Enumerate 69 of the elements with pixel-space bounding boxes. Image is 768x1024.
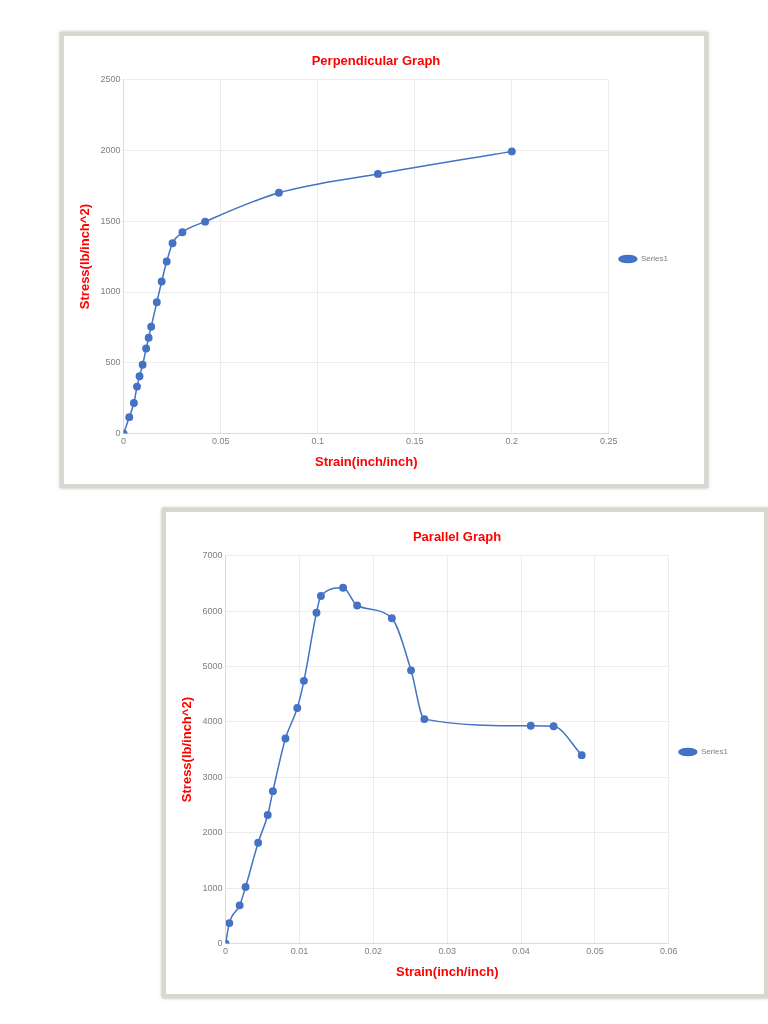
y-tick-label: 2500 (100, 74, 121, 85)
x-tick-label: 0.06 (660, 946, 678, 957)
y-tick-label: 2000 (202, 827, 223, 838)
x-tick-label: 0.05 (211, 436, 230, 447)
x-tick-label: 0.05 (586, 946, 604, 957)
y-tick-label: 6000 (202, 605, 223, 616)
y-tick-label: 5000 (202, 660, 223, 671)
point (274, 188, 283, 197)
point (268, 787, 277, 796)
point (129, 399, 138, 407)
y-tick-label: 3000 (202, 771, 223, 782)
point (225, 919, 234, 928)
x-tick-label: 0.15 (406, 436, 424, 447)
x-axis-title: Strain(inch/inch) (314, 453, 418, 469)
y-tick-label: 1000 (202, 882, 223, 893)
point (254, 838, 263, 847)
point (407, 666, 415, 675)
x-tick-label: 0.02 (364, 946, 383, 957)
point (135, 372, 144, 381)
legend-label: Series1 (700, 747, 729, 757)
point (549, 722, 558, 731)
point (162, 257, 171, 266)
y-tick-label: 7000 (202, 550, 223, 561)
x-tick-label: 0.03 (438, 946, 457, 957)
point (138, 360, 147, 369)
x-tick-label: 0.2 (505, 436, 519, 447)
y-tick-label: 0 (115, 428, 121, 439)
y-tick-label: 2000 (100, 144, 121, 155)
point (157, 277, 166, 286)
point (293, 704, 302, 712)
point (168, 239, 177, 248)
point (125, 413, 134, 422)
y-axis-title: Stress(lb/inch^2) (77, 204, 93, 310)
x-tick-label: 0.01 (290, 946, 309, 957)
point (507, 147, 516, 156)
point (241, 883, 250, 892)
x-tick-label: 0.25 (600, 436, 618, 447)
point (299, 676, 308, 685)
x-axis-title: Strain(inch/inch) (395, 963, 499, 979)
point (577, 751, 586, 760)
point (339, 583, 348, 592)
point (235, 901, 244, 910)
point (420, 715, 429, 724)
point (281, 734, 290, 743)
x-tick-label: 0.1 (311, 436, 324, 447)
point (316, 592, 325, 601)
point (147, 322, 156, 331)
y-tick-label: 0 (217, 938, 223, 949)
point (144, 333, 153, 342)
chart-title: Parallel Graph (412, 529, 502, 545)
point (373, 169, 382, 178)
point (152, 298, 161, 307)
y-tick-label: 1500 (100, 215, 121, 226)
chart-title: Perpendicular Graph (311, 53, 441, 69)
point (178, 228, 187, 237)
legend-label: Series1 (640, 254, 669, 264)
y-tick-label: 4000 (202, 716, 223, 727)
point (387, 614, 396, 623)
y-tick-label: 500 (105, 357, 121, 368)
y-axis-title: Stress(lb/inch^2) (179, 697, 195, 803)
point (201, 217, 210, 226)
point (526, 721, 535, 730)
point (142, 344, 151, 353)
point (133, 382, 141, 391)
point (263, 811, 272, 819)
x-tick-label: 0.04 (512, 946, 530, 957)
y-tick-label: 1000 (100, 286, 121, 297)
point (353, 601, 362, 610)
point (312, 608, 321, 617)
